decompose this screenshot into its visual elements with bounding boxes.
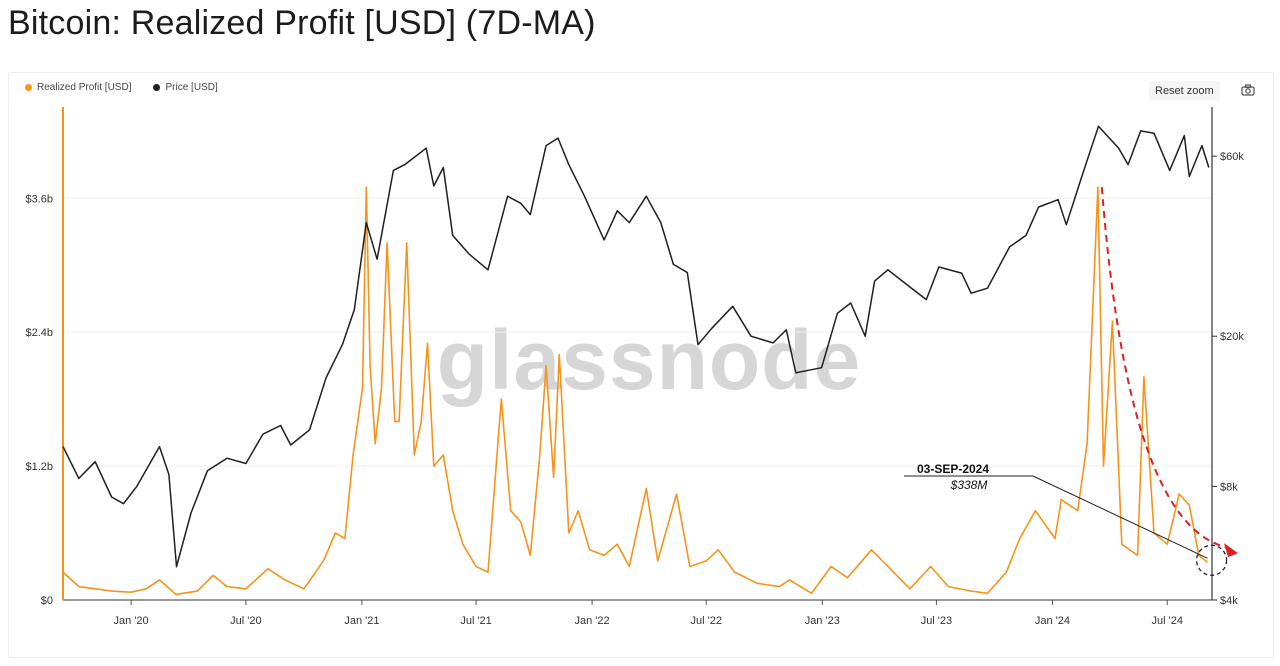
trend-arrow-head xyxy=(1224,543,1238,558)
y-left-tick-label: $0 xyxy=(41,595,53,607)
annotation-leader xyxy=(1032,475,1208,559)
camera-icon[interactable] xyxy=(1241,83,1255,101)
x-tick-label: Jan '24 xyxy=(1035,615,1070,627)
x-tick-label: Jul '22 xyxy=(691,615,722,627)
legend-item-price[interactable]: Price [USD] xyxy=(153,82,218,93)
legend-label-price: Price [USD] xyxy=(165,82,218,93)
y-right-tick-label: $4k xyxy=(1220,595,1238,607)
legend-swatch-realized-profit xyxy=(25,84,32,91)
chart-canvas: glassnode $0 $1.2b $2.4b $3.6b $4k $8k $20k $60… xyxy=(25,107,1244,627)
trend-arrow-line xyxy=(1100,187,1227,549)
annotation-date: 03-SEP-2024 xyxy=(917,462,989,476)
x-tick-label: Jan '23 xyxy=(805,615,840,627)
x-tick-label: Jan '20 xyxy=(114,615,149,627)
y-right-tick-label: $8k xyxy=(1220,481,1238,493)
x-tick-label: Jan '21 xyxy=(344,615,379,627)
legend-item-realized-profit[interactable]: Realized Profit [USD] xyxy=(25,82,131,93)
y-left-tick-label: $1.2b xyxy=(25,461,53,473)
reset-zoom-button[interactable]: Reset zoom xyxy=(1149,81,1220,101)
y-right-tick-label: $20k xyxy=(1220,331,1244,343)
x-tick-label: Jul '21 xyxy=(460,615,491,627)
legend-swatch-price xyxy=(153,84,161,91)
page-title: Bitcoin: Realized Profit [USD] (7D-MA) xyxy=(8,4,596,42)
y-left-tick-label: $3.6b xyxy=(25,193,53,205)
series-line-price xyxy=(62,125,1210,568)
x-tick-label: Jan '22 xyxy=(575,615,610,627)
y-right-tick-label: $60k xyxy=(1220,151,1244,163)
x-tick-label: Jul '20 xyxy=(230,615,261,627)
x-tick-label: Jul '24 xyxy=(1151,615,1182,627)
annotation-value: $338M xyxy=(950,478,988,492)
x-tick-label: Jul '23 xyxy=(921,615,952,627)
chart-panel: Realized Profit [USD] Price [USD] Reset … xyxy=(8,72,1274,658)
legend-label-realized-profit: Realized Profit [USD] xyxy=(37,82,132,93)
y-left-tick-label: $2.4b xyxy=(25,327,53,339)
series-line-realized-profit xyxy=(62,186,1209,596)
annotation-circle xyxy=(1195,544,1228,576)
watermark: glassnode xyxy=(437,313,861,407)
chart-legend: Realized Profit [USD] Price [USD] xyxy=(25,82,218,93)
